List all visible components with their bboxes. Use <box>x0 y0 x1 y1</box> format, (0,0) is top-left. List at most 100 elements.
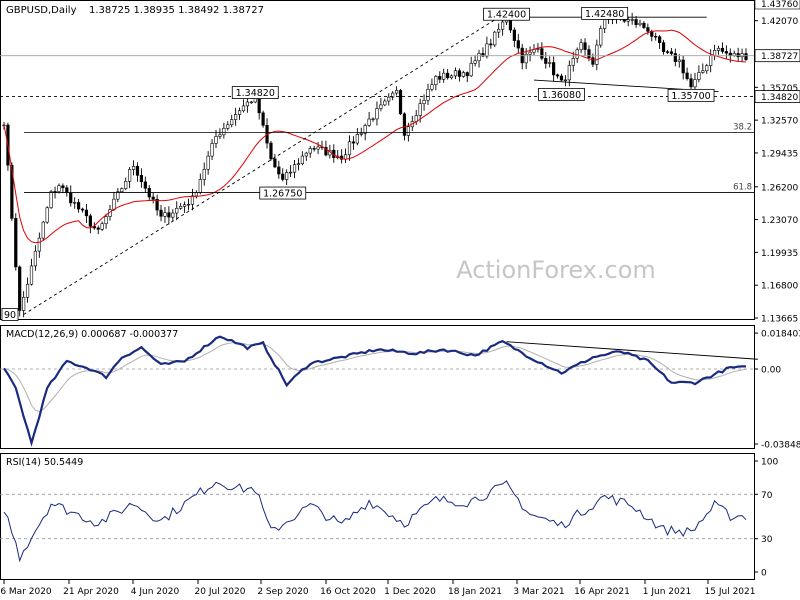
candle-body <box>740 53 744 58</box>
candle-body <box>139 175 144 183</box>
candle-body <box>497 28 501 33</box>
x-tick-label: 3 Mar 2021 <box>513 587 564 597</box>
candle-body <box>446 72 450 79</box>
candle-body <box>308 148 312 154</box>
candle-body <box>69 192 73 204</box>
candle-body <box>198 179 202 193</box>
candle-body <box>457 70 462 77</box>
rising-trendline <box>23 12 507 315</box>
candle-body <box>536 48 540 50</box>
x-tick-label: 18 Jan 2021 <box>448 587 502 597</box>
price-tick-label: 1.42070 <box>761 17 798 27</box>
x-tick-label: 21 Apr 2020 <box>63 587 119 597</box>
candle-body <box>469 63 473 77</box>
candle-body <box>544 58 548 64</box>
candle-body <box>599 28 603 46</box>
ohlc-label: 1.38725 1.38935 1.38492 1.38727 <box>89 5 264 16</box>
price-tick-label: 1.13665 <box>761 315 798 325</box>
price-tick-label: 1.29435 <box>761 149 798 159</box>
price-annotation-box <box>538 87 585 101</box>
macd-line <box>3 335 746 447</box>
price-tick-label: 1.16800 <box>761 282 798 292</box>
candle-body <box>595 44 599 65</box>
candle-body <box>351 141 356 144</box>
candle-body <box>304 152 308 157</box>
candle-body <box>716 47 721 51</box>
candle-body <box>324 147 328 156</box>
candle-body <box>65 187 69 193</box>
x-tick-label: 16 Oct 2020 <box>320 587 376 597</box>
candle-body <box>120 188 124 192</box>
candle-body <box>493 31 497 46</box>
candle-body <box>45 207 49 223</box>
x-tick-label: 15 Jul 2021 <box>705 587 756 597</box>
candle-body <box>163 212 167 217</box>
current-price-box <box>754 49 800 63</box>
rsi-line <box>3 480 747 563</box>
candle-body <box>658 36 662 43</box>
candle-body <box>104 216 108 225</box>
x-tick-label: 1 Dec 2020 <box>384 587 436 597</box>
candle-body <box>41 221 45 239</box>
moving-average-line <box>3 29 747 244</box>
candle-body <box>575 49 579 59</box>
candle-body <box>234 114 238 120</box>
candle-body <box>567 65 571 81</box>
candle-body <box>379 104 383 109</box>
candle-body <box>363 125 367 134</box>
candle-body <box>705 65 709 72</box>
candle-body <box>430 84 434 90</box>
candle-body <box>33 250 38 267</box>
candle-body <box>206 155 210 170</box>
candle-body <box>669 51 674 54</box>
candle-body <box>57 185 61 192</box>
current-price-label: 1.38727 <box>761 52 798 62</box>
candle-body <box>665 51 670 53</box>
candle-body <box>559 75 564 81</box>
x-tick-label: 1 Jun 2021 <box>643 587 691 597</box>
candle-body <box>402 113 407 136</box>
candle-body <box>190 195 195 205</box>
candle-body <box>552 62 556 76</box>
candle-body <box>273 158 277 168</box>
candle-body <box>175 207 179 214</box>
candle-body <box>300 155 304 164</box>
macd-tick-label: 0.00 <box>761 366 781 376</box>
candle-body <box>579 42 583 51</box>
candle-body <box>654 36 658 38</box>
rsi-tick-label: 70 <box>761 491 773 501</box>
candle-body <box>100 223 104 230</box>
macd-panel-frame <box>0 325 755 449</box>
candle-body <box>218 134 222 137</box>
candle-body <box>312 148 316 150</box>
candle-body <box>489 43 493 46</box>
rsi-panel-frame <box>0 453 755 580</box>
candle-body <box>685 72 689 79</box>
price-annotation-label: 1.42480 <box>585 9 624 20</box>
candle-body <box>49 191 53 209</box>
candle-body <box>241 105 246 112</box>
candle-body <box>465 72 469 77</box>
candle-body <box>76 202 81 210</box>
rsi-tick-label: 30 <box>761 535 773 545</box>
candle-body <box>461 72 465 77</box>
rsi-tick-label: 100 <box>761 458 778 468</box>
candle-body <box>442 72 446 80</box>
candle-body <box>434 76 438 86</box>
price-annotation-box <box>1 308 19 321</box>
rsi-tick-label: 0 <box>761 569 767 579</box>
candle-body <box>398 90 403 115</box>
candle-body <box>249 101 253 104</box>
candle-body <box>626 19 630 22</box>
candle-body <box>179 206 183 209</box>
candle-body <box>701 70 705 73</box>
candle-body <box>88 215 92 227</box>
price-tick-label: 1.26200 <box>761 183 798 193</box>
candle-body <box>14 218 18 268</box>
candle-body <box>53 191 57 193</box>
candle-body <box>418 103 422 116</box>
candle-body <box>355 134 359 144</box>
candle-body <box>37 237 41 252</box>
price-tick-label: 1.32570 <box>761 117 798 127</box>
candle-body <box>736 53 740 58</box>
